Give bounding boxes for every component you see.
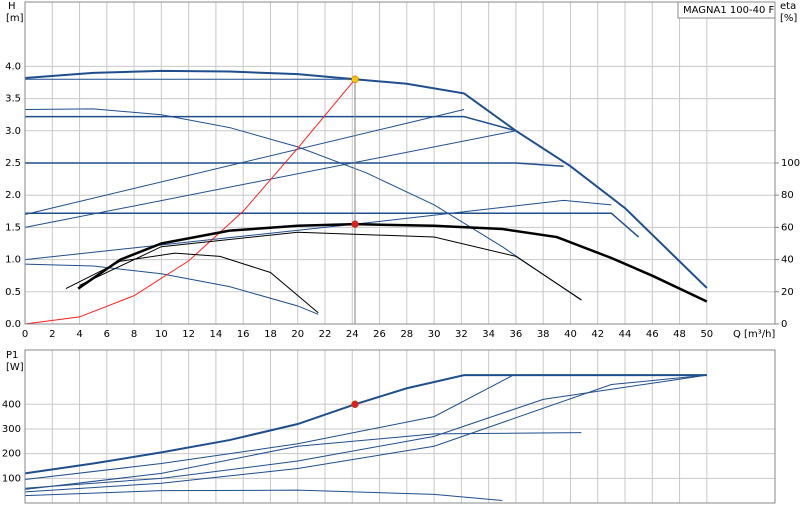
x-tick-label: 44 [619,329,632,340]
y-label: P1 [6,350,18,361]
x-tick-label: 28 [400,329,413,340]
x-tick-label: 24 [346,329,359,340]
x-label: Q [m³/h] [733,329,775,340]
y-tick-label: 2.5 [5,158,21,169]
x-tick-label: 50 [700,329,713,340]
y2-tick-label: 100 [781,158,800,169]
curve [25,162,564,167]
y-tick-label: 400 [2,399,21,410]
y2-tick-label: 60 [781,222,794,233]
plot-layer: 0 2 4 6 8 10 12 14 16 18 20 22 24 26 28 30 32 34 36 38 40 42 4… [2,2,800,503]
x-tick-label: 30 [428,329,441,340]
curve [24,374,707,475]
curve [77,222,708,303]
x-tick-label: 40 [564,329,577,340]
y2-tick-label: 0 [781,319,787,330]
curve [24,432,582,490]
y-tick-label: 3.5 [5,94,21,105]
y-tick-label: 100 [2,473,21,484]
curve [24,199,612,261]
x-tick-label: 2 [49,329,55,340]
y-tick-label: 0.5 [5,287,21,298]
y-tick-label: 2.0 [5,190,21,201]
x-tick-label: 4 [76,329,82,340]
x-tick-label: 48 [673,329,686,340]
x-tick-label: 16 [237,329,250,340]
y-tick-label: 0.0 [5,319,21,330]
y-label: H [8,1,16,12]
top-frame [24,1,776,325]
curve [24,109,465,216]
x-tick-label: 22 [319,329,332,340]
x-tick-label: 20 [291,329,304,340]
x-tick-label: 18 [264,329,277,340]
x-tick-label: 10 [155,329,168,340]
y2-label: eta [780,1,796,12]
x-tick-label: 32 [455,329,468,340]
x-tick-label: 14 [210,329,223,340]
curve [24,69,708,289]
curve [24,374,707,489]
curve [24,374,707,493]
x-tick-label: 42 [591,329,604,340]
y2-unit: [%] [780,13,797,24]
x-tick-label: 46 [646,329,659,340]
y-tick-label: 1.0 [5,255,21,266]
y2-tick-label: 80 [781,190,794,201]
chart-title: MAGNA1 100-40 F [683,5,775,16]
y2-tick-label: 40 [781,255,794,266]
duty-point [351,220,359,228]
curve [24,108,582,301]
curve [25,212,640,238]
curve [24,263,319,315]
y-tick-label: 4.0 [5,61,21,72]
y-tick-label: 200 [2,449,21,460]
curve [24,374,707,481]
curve [65,252,319,314]
x-tick-label: 12 [182,329,195,340]
curve [24,78,356,325]
x-tick-label: 36 [510,329,523,340]
x-tick-label: 26 [373,329,386,340]
y-unit: [m] [6,13,24,24]
x-tick-label: 38 [537,329,550,340]
curve [79,231,582,301]
y-tick-label: 1.5 [5,222,21,233]
y-tick-label: 3.0 [5,126,21,137]
y-tick-label: 300 [2,424,21,435]
y-unit: [W] [6,362,24,373]
duty-point [351,400,359,409]
curve [24,489,503,502]
x-tick-label: 34 [482,329,495,340]
x-tick-label: 0 [22,329,28,340]
x-tick-label: 8 [131,329,137,340]
title-box [677,1,776,19]
bottom-frame [24,349,776,504]
duty-point [351,75,359,84]
x-tick-label: 6 [104,329,110,340]
y2-tick-label: 20 [781,287,794,298]
